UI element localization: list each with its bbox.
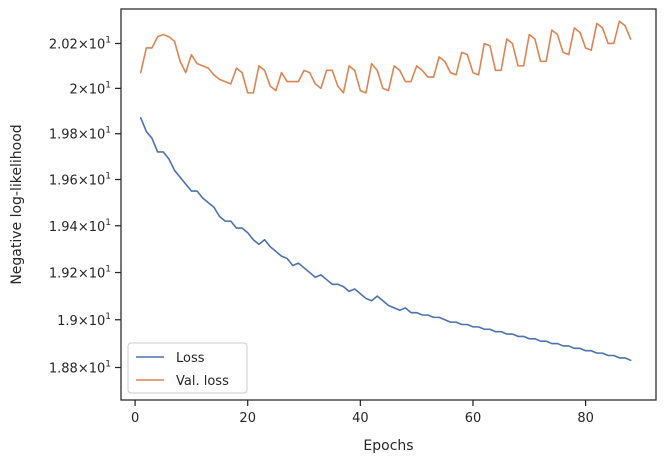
y-tick-exponent: 1 <box>105 35 111 45</box>
series-layer <box>139 20 632 362</box>
y-tick-mantissa: 1.88×10 <box>49 361 105 376</box>
y-tick-mantissa: 1.96×10 <box>49 174 105 189</box>
x-tick-label: 40 <box>352 411 369 426</box>
x-tick-label: 0 <box>131 411 139 426</box>
x-tick-label: 80 <box>577 411 594 426</box>
y-tick-label: 1.9×101 <box>57 312 111 329</box>
series-line-loss <box>139 116 632 362</box>
y-tick-exponent: 1 <box>105 80 111 90</box>
y-tick-mantissa: 1.92×10 <box>49 267 105 282</box>
y-axis-label: Negative log-likelihood <box>9 124 25 284</box>
legend-label-val-loss: Val. loss <box>176 374 229 389</box>
y-tick-mantissa: 2.02×10 <box>49 37 105 52</box>
plot-frame <box>120 8 657 401</box>
y-tick-label: 1.94×101 <box>49 218 111 235</box>
y-tick-exponent: 1 <box>105 312 111 322</box>
y-tick-label: 2×101 <box>70 80 111 97</box>
y-tick-label: 2.02×101 <box>49 35 111 52</box>
series-line-val-loss <box>139 20 632 94</box>
y-tick-exponent: 1 <box>105 126 111 136</box>
x-tick-label: 20 <box>239 411 256 426</box>
x-tick-label: 60 <box>465 411 482 426</box>
y-tick-label: 1.98×101 <box>49 126 111 143</box>
y-tick-mantissa: 2×10 <box>70 82 106 97</box>
y-axis-ticks: 1.88×1011.9×1011.92×1011.94×1011.96×1011… <box>49 35 121 376</box>
y-tick-label: 1.96×101 <box>49 172 111 189</box>
legend-label-loss: Loss <box>176 351 205 366</box>
y-tick-mantissa: 1.98×10 <box>49 128 105 143</box>
y-tick-exponent: 1 <box>105 172 111 182</box>
legend: Loss Val. loss <box>127 342 248 394</box>
y-tick-exponent: 1 <box>105 359 111 369</box>
plot-background <box>121 9 656 400</box>
x-axis-ticks: 0 20 40 60 80 <box>131 400 594 426</box>
y-tick-label: 1.88×101 <box>49 359 111 376</box>
y-tick-mantissa: 1.9×10 <box>57 314 105 329</box>
y-tick-exponent: 1 <box>105 218 111 228</box>
y-tick-mantissa: 1.94×10 <box>49 220 105 235</box>
x-axis-label: Epochs <box>363 438 413 454</box>
y-tick-exponent: 1 <box>105 265 111 275</box>
y-tick-label: 1.92×101 <box>49 265 111 282</box>
